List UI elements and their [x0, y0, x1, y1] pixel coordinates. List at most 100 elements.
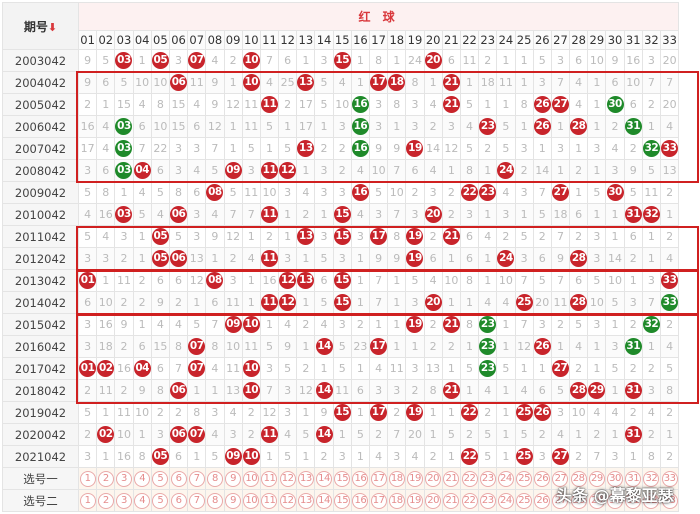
- pick-ball[interactable]: 13: [297, 470, 314, 487]
- pick-ball[interactable]: 4: [134, 470, 151, 487]
- pick-ball[interactable]: 25: [516, 492, 533, 509]
- miss-count-cell: 6: [278, 49, 298, 72]
- pick-ball[interactable]: 18: [388, 470, 405, 487]
- miss-count-cell: 1: [623, 269, 643, 292]
- pick-ball[interactable]: 8: [206, 470, 223, 487]
- pick-ball[interactable]: 3: [115, 492, 132, 509]
- pick-ball[interactable]: 10: [243, 492, 260, 509]
- pick-ball[interactable]: 6: [170, 492, 187, 509]
- pick-ball[interactable]: 24: [497, 492, 514, 509]
- miss-count-cell: 4: [405, 445, 425, 468]
- pick-ball[interactable]: 23: [479, 470, 496, 487]
- pick-ball[interactable]: 6: [170, 470, 187, 487]
- miss-count-cell: 1: [350, 71, 371, 94]
- pick-ball[interactable]: 7: [188, 492, 205, 509]
- pick-ball[interactable]: 22: [461, 470, 478, 487]
- pick-ball[interactable]: 21: [443, 470, 460, 487]
- pick-ball[interactable]: 12: [279, 470, 296, 487]
- pick-ball[interactable]: 7: [188, 470, 205, 487]
- miss-count-cell: 2: [423, 115, 443, 138]
- pick-ball[interactable]: 29: [588, 470, 605, 487]
- pick-ball[interactable]: 4: [134, 492, 151, 509]
- pick-ball[interactable]: 25: [516, 470, 533, 487]
- miss-count-cell: 2: [659, 445, 680, 468]
- pick-ball[interactable]: 26: [534, 470, 551, 487]
- pick-ball[interactable]: 28: [570, 492, 587, 509]
- pick-ball[interactable]: 32: [643, 492, 660, 509]
- pick-ball[interactable]: 8: [206, 492, 223, 509]
- pick-ball[interactable]: 20: [425, 470, 442, 487]
- pick-row-label: 选号二: [2, 489, 79, 512]
- miss-count-cell: 1: [605, 423, 625, 446]
- draw-row: 2005042 2 1 15 4 8 15 4 9 12 11 11 2 17 5 10 16 3 8 3 4 21 5 1 1…: [2, 93, 680, 116]
- pick-ball[interactable]: 30: [607, 492, 624, 509]
- hit-ball-cell: 13: [296, 137, 316, 160]
- pick-ball[interactable]: 27: [552, 492, 569, 509]
- pick-ball[interactable]: 3: [115, 470, 132, 487]
- pick-ball[interactable]: 10: [243, 470, 260, 487]
- pick-ball[interactable]: 18: [388, 492, 405, 509]
- red-ball: 05: [152, 448, 169, 465]
- issue-number: 2004042: [2, 71, 79, 94]
- pick-ball[interactable]: 16: [352, 492, 369, 509]
- pick-ball[interactable]: 16: [352, 470, 369, 487]
- pick-ball[interactable]: 23: [479, 492, 496, 509]
- pick-ball[interactable]: 1: [79, 470, 96, 487]
- pick-ball[interactable]: 5: [152, 492, 169, 509]
- pick-cell: 14: [314, 467, 334, 490]
- pick-cell: 18: [387, 467, 407, 490]
- pick-ball[interactable]: 5: [152, 470, 169, 487]
- pick-ball[interactable]: 27: [552, 470, 569, 487]
- miss-count-cell: 9: [623, 159, 643, 182]
- pick-ball[interactable]: 11: [261, 492, 278, 509]
- pick-ball[interactable]: 32: [643, 470, 660, 487]
- miss-count-cell: 5: [278, 357, 298, 380]
- miss-count-cell: 10: [496, 269, 516, 292]
- pick-cell: 5: [150, 467, 170, 490]
- pick-ball[interactable]: 12: [279, 492, 296, 509]
- red-ball: 09: [225, 448, 242, 465]
- miss-count-cell: 7: [641, 71, 662, 94]
- pick-ball[interactable]: 15: [334, 470, 351, 487]
- pick-ball[interactable]: 11: [261, 470, 278, 487]
- pick-ball[interactable]: 2: [97, 470, 114, 487]
- pick-ball[interactable]: 14: [316, 470, 333, 487]
- miss-count-cell: 1: [514, 71, 534, 94]
- pick-ball[interactable]: 1: [79, 492, 96, 509]
- pick-ball[interactable]: 31: [625, 470, 642, 487]
- pick-ball[interactable]: 33: [661, 492, 678, 509]
- miss-count-cell: 1: [496, 379, 516, 402]
- pick-ball[interactable]: 14: [316, 492, 333, 509]
- issue-number: 2017042: [2, 357, 79, 380]
- pick-ball[interactable]: 33: [661, 470, 678, 487]
- pick-ball[interactable]: 9: [225, 492, 242, 509]
- issue-number: 2007042: [2, 137, 79, 160]
- miss-count-cell: 3: [114, 225, 134, 248]
- miss-count-cell: 12: [259, 401, 280, 424]
- pick-ball[interactable]: 19: [406, 470, 423, 487]
- pick-ball[interactable]: 31: [625, 492, 642, 509]
- pick-ball[interactable]: 20: [425, 492, 442, 509]
- hit-ball-cell: 28: [569, 247, 589, 270]
- pick-ball[interactable]: 13: [297, 492, 314, 509]
- pick-ball[interactable]: 15: [334, 492, 351, 509]
- pick-ball[interactable]: 19: [406, 492, 423, 509]
- pick-cell: 1: [77, 467, 98, 490]
- pick-ball[interactable]: 30: [607, 470, 624, 487]
- miss-count-cell: 6: [96, 159, 116, 182]
- pick-ball[interactable]: 24: [497, 470, 514, 487]
- hit-ball-cell: 32: [641, 137, 662, 160]
- pick-ball[interactable]: 17: [370, 492, 387, 509]
- pick-ball[interactable]: 29: [588, 492, 605, 509]
- issue-number: 2006042: [2, 115, 79, 138]
- pick-ball[interactable]: 26: [534, 492, 551, 509]
- pick-ball[interactable]: 21: [443, 492, 460, 509]
- pick-ball[interactable]: 22: [461, 492, 478, 509]
- pick-ball[interactable]: 2: [97, 492, 114, 509]
- miss-count-cell: 1: [641, 335, 662, 358]
- issue-header[interactable]: 期号⬇: [2, 2, 79, 50]
- pick-ball[interactable]: 9: [225, 470, 242, 487]
- pick-ball[interactable]: 17: [370, 470, 387, 487]
- miss-count-cell: 6: [423, 247, 443, 270]
- pick-ball[interactable]: 28: [570, 470, 587, 487]
